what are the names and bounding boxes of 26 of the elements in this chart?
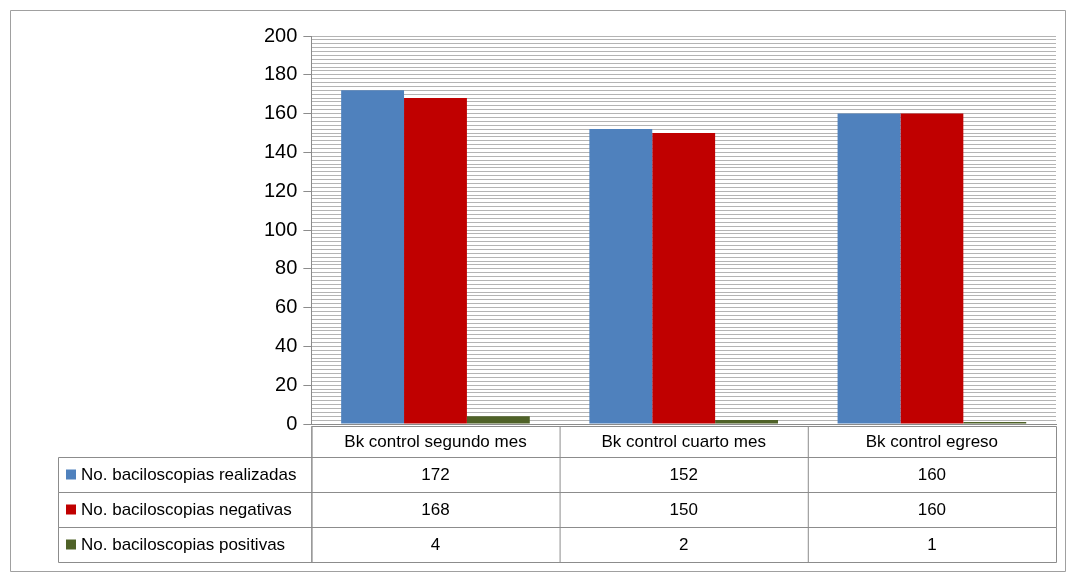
- data-label: 2: [678, 535, 689, 555]
- legend-label: No. baciloscopias positivas: [81, 535, 286, 555]
- data-label: 160: [917, 465, 947, 485]
- y-tick-label: 180: [263, 62, 298, 85]
- data-label: 150: [669, 500, 698, 520]
- x-tick-label: Bk control segundo mes: [344, 432, 527, 452]
- x-tick-label: Bk control cuarto mes: [601, 432, 766, 452]
- y-tick-label: 100: [263, 217, 298, 240]
- data-label: 152: [669, 465, 698, 485]
- data-label: 160: [917, 500, 947, 520]
- legend-label: No. baciloscopias realizadas: [81, 465, 297, 485]
- data-label: 172: [421, 465, 450, 485]
- y-tick-label: 160: [263, 101, 298, 124]
- data-label: 4: [430, 535, 441, 555]
- data-label: 168: [421, 500, 450, 520]
- y-tick-label: 60: [275, 295, 298, 318]
- y-tick-label: 80: [275, 256, 298, 279]
- y-tick-label: 200: [263, 23, 298, 46]
- legend-label: No. baciloscopias negativas: [81, 500, 292, 520]
- y-tick-label: 120: [263, 178, 298, 201]
- y-tick-label: 20: [275, 372, 298, 395]
- y-tick-label: 40: [275, 333, 298, 356]
- data-label: 1: [927, 535, 937, 555]
- y-tick-label: 140: [263, 139, 298, 162]
- x-tick-label: Bk control egreso: [865, 432, 999, 452]
- y-tick-label: 0: [286, 411, 298, 434]
